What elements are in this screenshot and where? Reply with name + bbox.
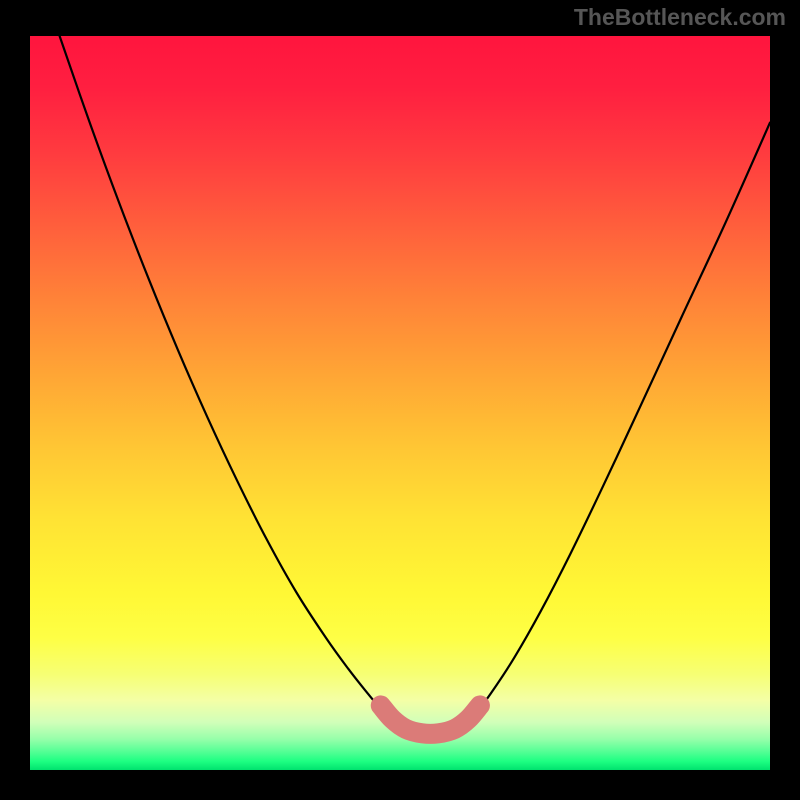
plot-gradient-background — [30, 36, 770, 770]
watermark-text: TheBottleneck.com — [574, 4, 786, 31]
bottleneck-chart — [0, 0, 800, 800]
